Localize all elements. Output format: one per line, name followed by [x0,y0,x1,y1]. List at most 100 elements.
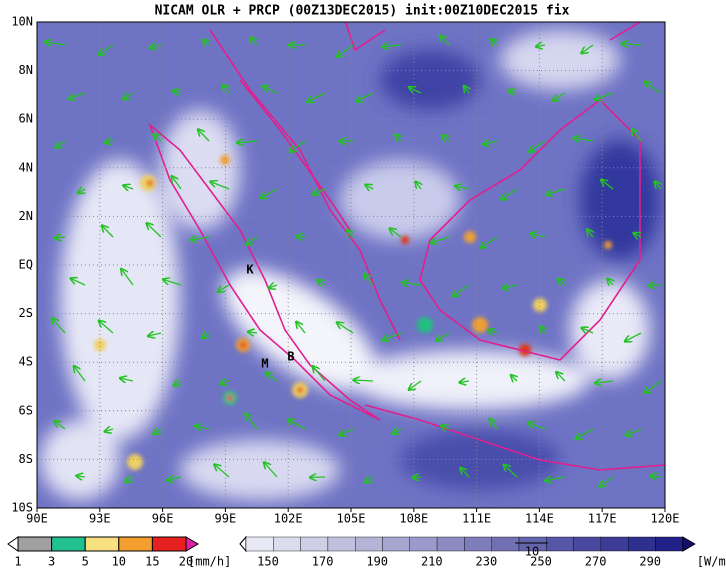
legend-label: 230 [476,555,498,569]
legend-arrow [7,536,19,552]
wind-arrow [264,462,278,478]
legend-box [84,536,120,552]
wind-arrow [55,237,66,238]
wind-arrow [202,333,209,338]
wind-arrow [191,237,210,240]
olr-shading [40,30,660,500]
wind-arrow [595,381,614,383]
wind-arrow [440,36,450,46]
wind-arrow [390,229,402,238]
lon-tick-label: 120E [651,512,680,526]
wind-arrow [483,141,498,144]
wind-arrow [431,236,450,243]
wind-arrow [123,93,134,99]
wind-vectors [45,36,661,487]
legend-box [600,536,629,552]
legend-box [51,536,86,552]
wind-arrow [364,274,374,286]
wind-arrow [383,45,402,47]
lon-tick-label: 108E [399,512,428,526]
wind-arrow [318,280,326,285]
legend-box [17,536,53,552]
wind-arrow [99,44,114,55]
wind-arrow [536,45,546,47]
wind-arrow [154,429,162,434]
wind-arrow [645,82,662,94]
wind-arrow [307,92,326,102]
wind-arrow [52,318,66,334]
wind-arrow [266,373,278,382]
legend-box [628,536,656,552]
legend-box [655,536,683,552]
legend-label: 5 [82,555,89,569]
legend-arrow [185,536,199,552]
wind-arrow [632,129,642,142]
wind-arrow [436,332,450,341]
wind-arrow [540,326,545,333]
wind-arrow [150,45,162,48]
lon-tick-label: 111E [462,512,491,526]
wind-arrow [576,428,594,439]
legend-arrow [682,536,696,552]
wind-arrow [416,182,421,190]
wind-arrow [198,130,210,142]
wind-arrow [455,186,470,189]
wind-arrow [634,233,641,237]
lat-tick-label: 6S [19,403,33,417]
wind-arrow [250,37,257,46]
wind-arrow [488,330,498,333]
lat-tick-label: 2N [19,209,33,223]
legend-box [436,536,465,552]
legend-box [546,536,574,552]
wind-arrow [237,141,258,143]
legend-box [464,536,492,552]
wind-arrow [366,185,374,189]
wind-arrow [528,423,546,430]
reference-vector-label: 10 [525,545,539,559]
wind-arrow [102,226,114,238]
wind-arrow [531,234,546,237]
legend-label: 170 [312,555,334,569]
legend-label: 210 [421,555,443,569]
wind-arrow [148,333,162,336]
lat-tick-label: 8S [19,452,33,466]
wind-arrow [337,323,354,334]
wind-arrow [365,477,374,483]
lat-tick-label: 4S [19,355,33,369]
wind-arrow [124,185,134,189]
wind-arrow [173,91,182,93]
wind-arrow [261,188,278,198]
lon-tick-label: 102E [274,512,303,526]
wind-arrow [441,426,450,429]
wind-arrow [174,381,181,386]
labels: 90E 93E 96E 99E 102E 105E 108E 111E 114E 117E 120E… [7,15,726,569]
wind-arrow [650,476,662,477]
wind-arrow [248,332,258,333]
wind-arrow [504,465,518,478]
wind-arrow [601,180,614,190]
lat-tick-label: 2S [19,306,33,320]
wind-arrow [442,135,449,141]
wind-arrow [215,465,230,478]
wind-arrow [223,85,229,94]
lat-tick-label: 8N [19,63,33,77]
wind-arrow [211,182,230,190]
wind-arrow [383,332,402,340]
legend-box [491,536,520,552]
wind-arrow [503,285,518,288]
wind-arrow [120,378,134,381]
lat-tick-label: EQ [19,258,33,272]
wind-arrow [290,140,306,152]
wind-arrow [481,236,498,248]
wind-arrow [595,92,614,100]
wind-arrow [393,429,402,434]
legend-label: 15 [145,555,159,569]
legend-label: 20 [179,555,193,569]
wind-arrow [490,419,498,430]
wind-arrow [71,278,86,286]
legend-box [300,536,329,552]
wind-arrow [587,229,593,238]
wind-arrow [546,188,566,195]
legend-box [273,536,301,552]
wind-arrow [625,332,642,341]
